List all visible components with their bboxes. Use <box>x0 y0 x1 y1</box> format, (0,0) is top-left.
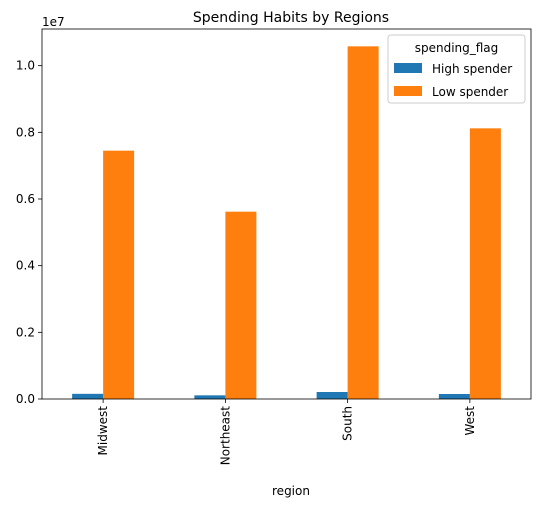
y-scale-label: 1e7 <box>42 15 65 29</box>
x-axis: Midwest Northeast South West <box>96 399 477 465</box>
x-tick-label: Midwest <box>96 406 110 456</box>
legend-title: spending_flag <box>415 41 499 55</box>
legend: spending_flag High spender Low spender <box>387 34 526 104</box>
legend-swatch <box>394 86 422 96</box>
bar-high-spender <box>438 394 470 399</box>
bar-low-spender <box>347 46 379 399</box>
y-tick-label: 0.4 <box>16 259 35 273</box>
legend-label: Low spender <box>432 85 508 99</box>
bar-low-spender <box>103 150 135 399</box>
y-tick-label: 0.6 <box>16 192 35 206</box>
y-tick-label: 0.8 <box>16 125 35 139</box>
bar-low-spender <box>225 211 257 399</box>
y-tick-label: 0.2 <box>16 325 35 339</box>
legend-box <box>387 34 526 104</box>
x-tick-label: West <box>463 406 477 436</box>
bars-group <box>72 46 501 400</box>
bar-high-spender <box>316 392 348 399</box>
x-axis-label: region <box>272 484 310 498</box>
y-tick-label: 0.0 <box>16 392 35 406</box>
x-tick-label: South <box>341 406 355 441</box>
y-axis: 0.0 0.2 0.4 0.6 0.8 1.0 <box>16 59 42 406</box>
chart-title: Spending Habits by Regions <box>193 10 389 26</box>
bar-high-spender <box>72 393 104 399</box>
plot-frame <box>41 28 532 400</box>
bar-low-spender <box>469 128 501 400</box>
legend-swatch <box>394 63 422 73</box>
bar-high-spender <box>194 395 226 399</box>
y-tick-label: 1.0 <box>16 59 35 73</box>
x-tick-label: Northeast <box>218 406 232 466</box>
legend-label: High spender <box>432 62 512 76</box>
